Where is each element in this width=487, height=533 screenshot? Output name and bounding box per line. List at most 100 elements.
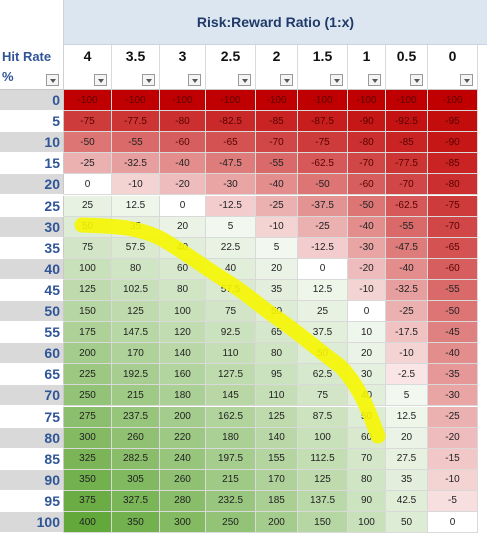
table-cell: -20 [348, 258, 386, 280]
column-header: 2.5 [206, 45, 256, 90]
hit-rate-unit: % [2, 69, 14, 84]
table-cell: -87.5 [298, 111, 348, 133]
table-cell: -45 [428, 322, 478, 344]
dropdown-arrow-icon[interactable] [368, 74, 381, 86]
table-cell: 60 [348, 427, 386, 449]
table-cell: -85 [256, 111, 298, 133]
table-cell: 40 [160, 237, 206, 259]
table-cell: -2.5 [386, 364, 428, 386]
dropdown-arrow-icon[interactable] [188, 74, 201, 86]
table-cell: -95 [428, 111, 478, 133]
table-cell: 70 [348, 448, 386, 470]
table-cell: -55 [386, 216, 428, 238]
table-cell: 25 [298, 301, 348, 323]
table-cell: 20 [160, 216, 206, 238]
table-cell: -20 [160, 174, 206, 196]
table-cell: 92.5 [206, 322, 256, 344]
table-cell: 50 [386, 512, 428, 533]
table-cell: -100 [160, 90, 206, 112]
table-cell: 282.5 [112, 448, 160, 470]
row-header: 85 [0, 448, 64, 470]
table-cell: -10 [348, 279, 386, 301]
table-cell: -77.5 [386, 153, 428, 175]
dropdown-arrow-icon[interactable] [94, 74, 107, 86]
table-cell: 90 [348, 490, 386, 512]
table-cell: -75 [64, 111, 112, 133]
table-cell: 250 [206, 512, 256, 533]
table-cell: 62.5 [298, 364, 348, 386]
table-cell: 170 [256, 469, 298, 491]
dropdown-arrow-icon[interactable] [280, 74, 293, 86]
table-cell: -10 [428, 469, 478, 491]
dropdown-arrow-icon[interactable] [410, 74, 423, 86]
table-cell: -40 [160, 153, 206, 175]
table-cell: -25 [64, 153, 112, 175]
table-title: Risk:Reward Ratio (1:x) [64, 0, 487, 45]
table-cell: 215 [206, 469, 256, 491]
row-header: 50 [0, 301, 64, 323]
table-cell: 57.5 [206, 279, 256, 301]
table-cell: 80 [160, 279, 206, 301]
dropdown-arrow-icon[interactable] [142, 74, 155, 86]
table-cell: 50 [64, 216, 112, 238]
table-cell: -100 [64, 90, 112, 112]
table-cell: 100 [298, 427, 348, 449]
row-header: 40 [0, 258, 64, 280]
table-cell: 260 [112, 427, 160, 449]
table-cell: 12.5 [112, 195, 160, 217]
row-header: 100 [0, 512, 64, 533]
table-cell: -5 [428, 490, 478, 512]
row-header: 65 [0, 364, 64, 386]
table-cell: 350 [64, 469, 112, 491]
table-cell: -100 [256, 90, 298, 112]
table-cell: 162.5 [206, 406, 256, 428]
row-header: 20 [0, 174, 64, 196]
table-cell: 75 [64, 237, 112, 259]
table-cell: 400 [64, 512, 112, 533]
table-cell: 80 [256, 343, 298, 365]
table-cell: 120 [160, 322, 206, 344]
table-cell: 237.5 [112, 406, 160, 428]
table-cell: -80 [160, 111, 206, 133]
table-cell: -55 [428, 279, 478, 301]
table-cell: -20 [428, 427, 478, 449]
row-header: 60 [0, 343, 64, 365]
dropdown-arrow-icon[interactable] [238, 74, 251, 86]
table-cell: -32.5 [386, 279, 428, 301]
table-cell: -10 [112, 174, 160, 196]
table-cell: 35 [386, 469, 428, 491]
table-cell: 60 [160, 258, 206, 280]
table-cell: 375 [64, 490, 112, 512]
table-cell: 75 [298, 385, 348, 407]
table-cell: 57.5 [112, 237, 160, 259]
table-cell: 87.5 [298, 406, 348, 428]
column-header: 2 [256, 45, 298, 90]
table-cell: 125 [256, 406, 298, 428]
table-cell: 0 [298, 258, 348, 280]
table-cell: -15 [428, 448, 478, 470]
table-cell: 50 [256, 301, 298, 323]
dropdown-arrow-icon[interactable] [46, 74, 59, 86]
table-cell: -65 [428, 237, 478, 259]
table-cell: -100 [298, 90, 348, 112]
table-cell: -82.5 [206, 111, 256, 133]
table-cell: -90 [428, 132, 478, 154]
row-header: 15 [0, 153, 64, 175]
column-header-label: 0.5 [396, 48, 417, 64]
column-header-label: 3.5 [125, 48, 146, 64]
table-cell: -40 [386, 258, 428, 280]
table-cell: 27.5 [386, 448, 428, 470]
dropdown-arrow-icon[interactable] [460, 74, 473, 86]
row-header: 0 [0, 90, 64, 112]
table-cell: 0 [428, 512, 478, 533]
table-cell: -70 [428, 216, 478, 238]
table-cell: -12.5 [298, 237, 348, 259]
table-cell: 37.5 [298, 322, 348, 344]
column-header: 0 [428, 45, 478, 90]
table-cell: 40 [206, 258, 256, 280]
dropdown-arrow-icon[interactable] [330, 74, 343, 86]
row-header: 10 [0, 132, 64, 154]
corner-cell [0, 0, 64, 45]
table-cell: 112.5 [298, 448, 348, 470]
column-header-label: 0 [448, 48, 457, 64]
